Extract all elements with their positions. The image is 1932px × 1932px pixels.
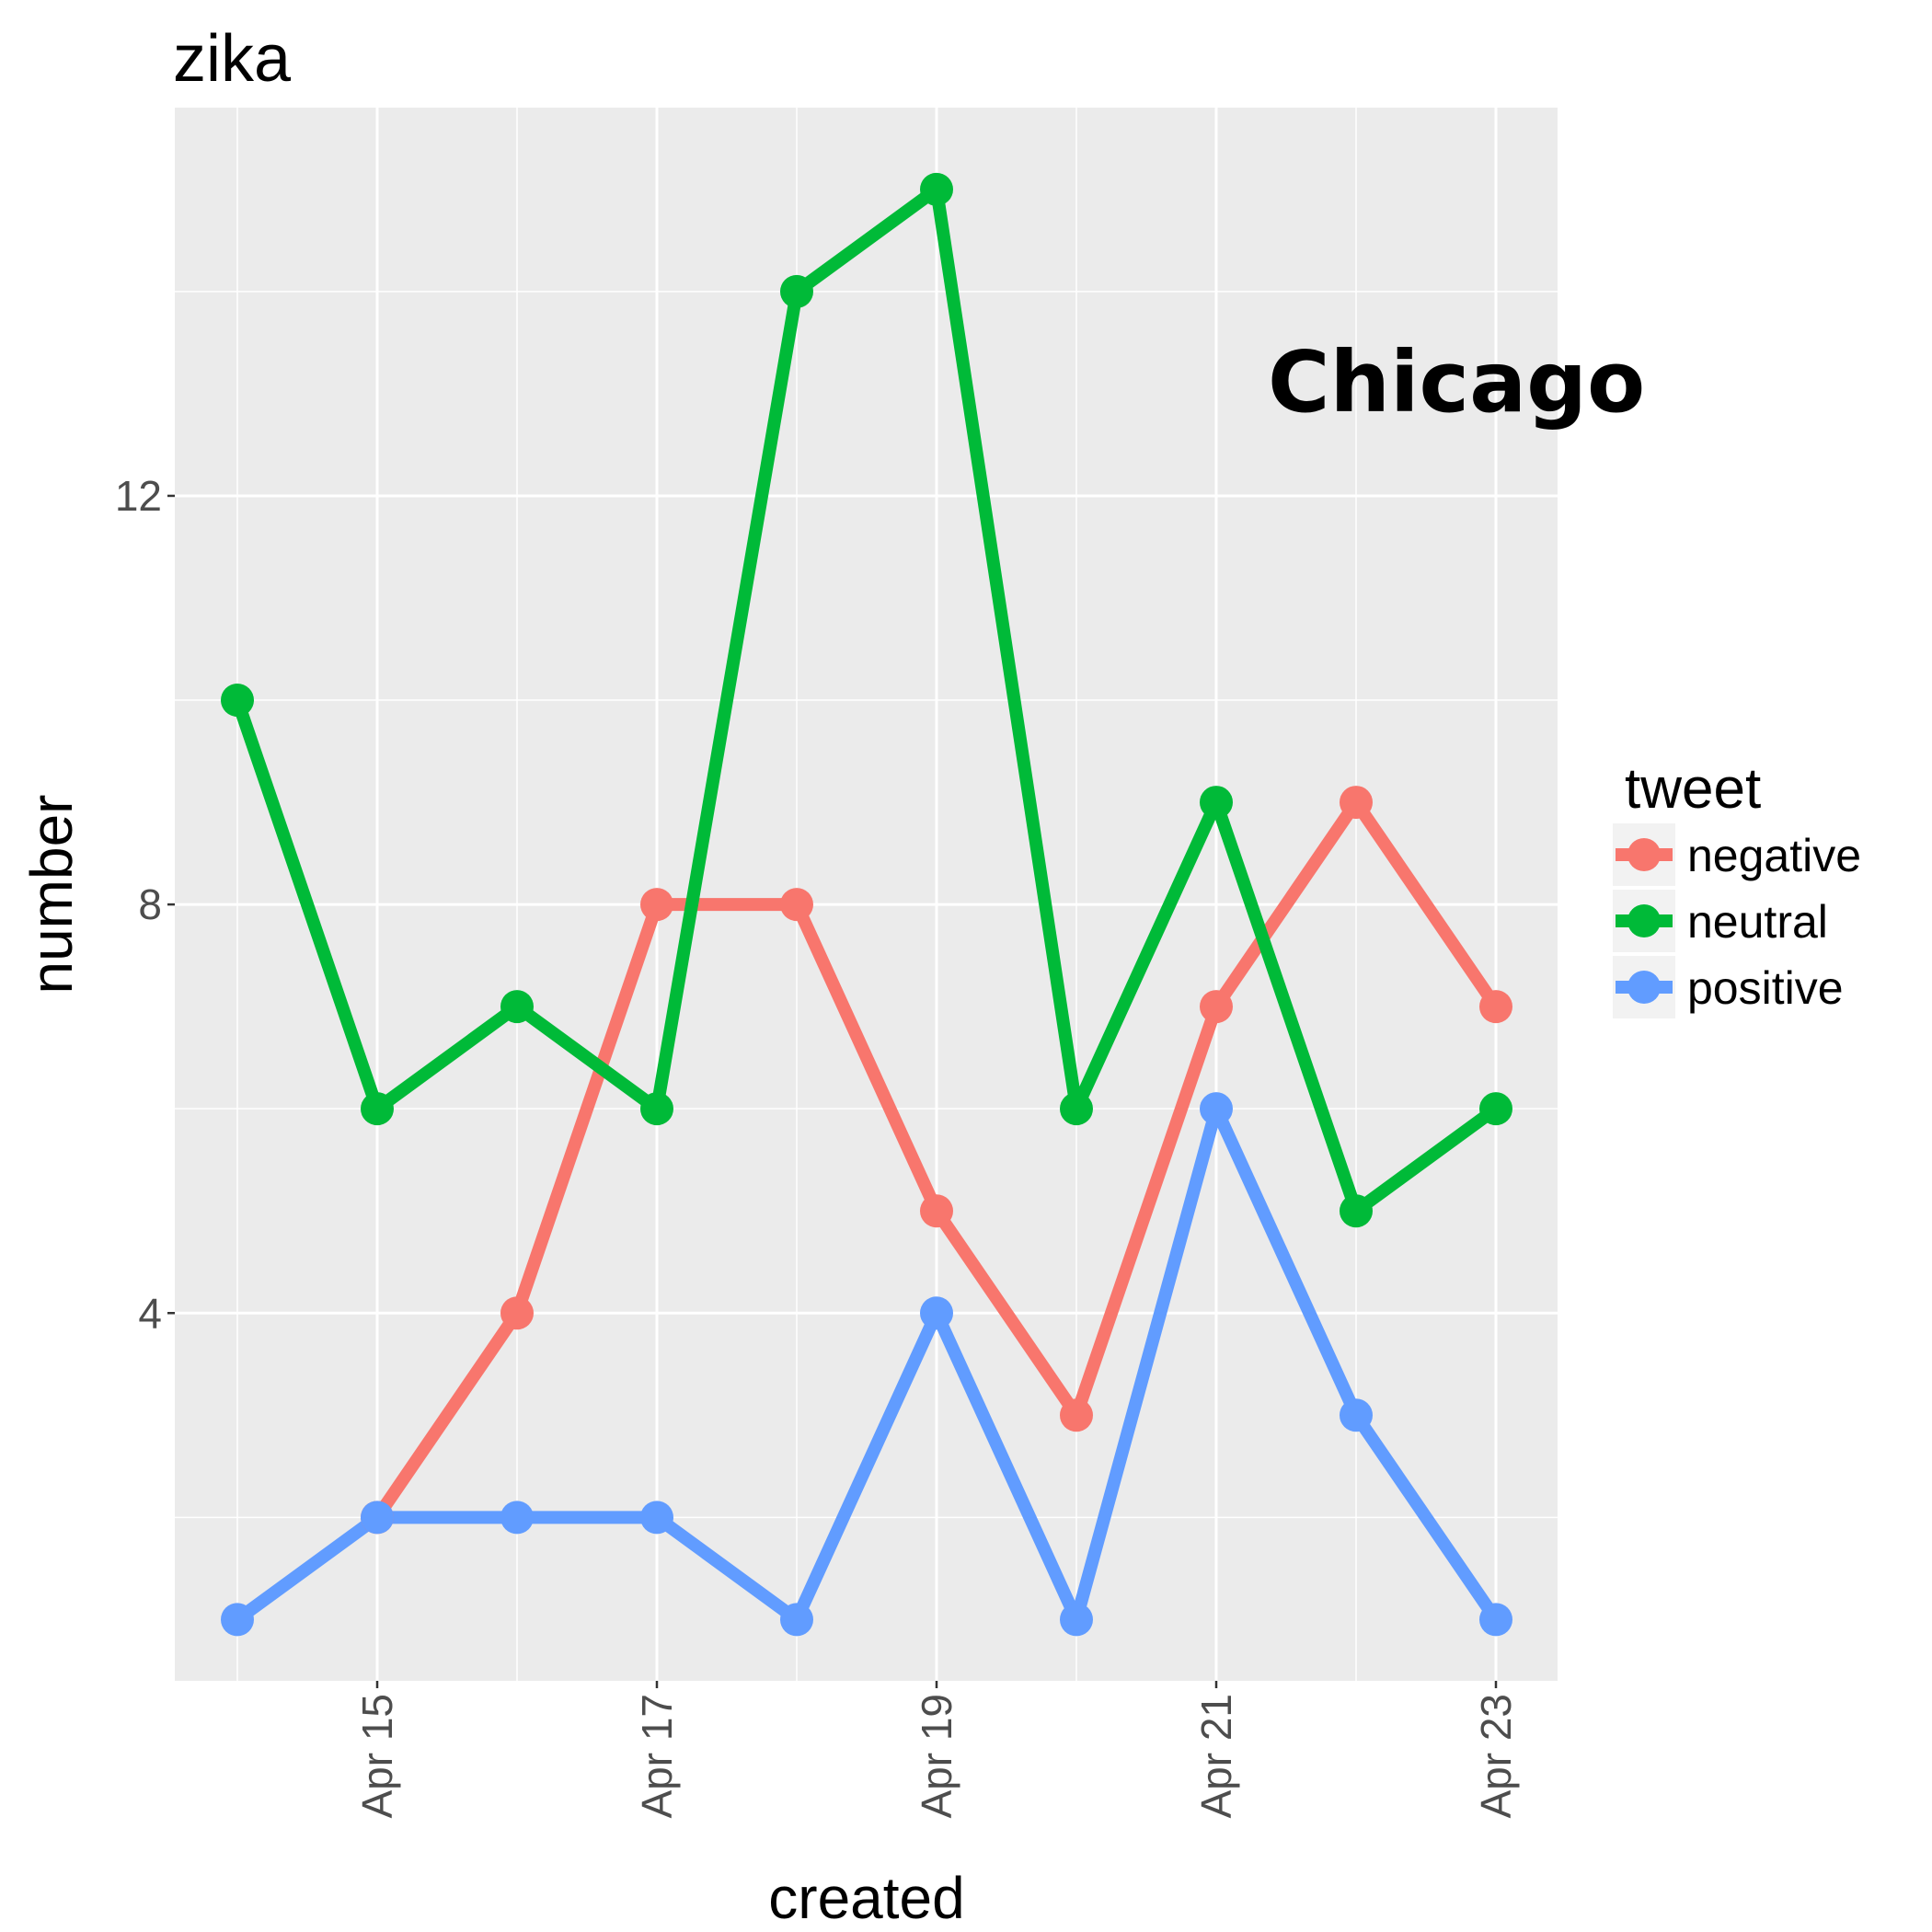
y-axis: 4 8 12 <box>115 472 175 1337</box>
data-point-negative <box>500 1296 534 1330</box>
legend-label-neutral: neutral <box>1687 896 1828 948</box>
plot-panel <box>175 108 1558 1681</box>
y-tick-label: 8 <box>138 880 162 928</box>
data-point-positive <box>920 1296 953 1330</box>
city-annotation: Chicago <box>1268 333 1645 431</box>
y-axis-title: number <box>18 795 85 995</box>
data-point-neutral <box>1479 1092 1512 1126</box>
legend-title: tweet <box>1625 757 1761 821</box>
data-point-positive <box>1479 1603 1512 1637</box>
x-axis-title: created <box>768 1865 964 1931</box>
data-point-neutral <box>1200 786 1233 820</box>
data-point-neutral <box>780 274 813 308</box>
data-point-neutral <box>920 172 953 206</box>
legend-key-point-positive <box>1627 971 1661 1004</box>
legend: tweet negative neutral positive <box>1613 757 1861 1018</box>
data-point-positive <box>500 1501 534 1535</box>
x-tick-label: Apr 17 <box>633 1694 681 1819</box>
legend-key-point-neutral <box>1627 904 1661 937</box>
data-point-positive <box>1200 1092 1233 1126</box>
x-tick-label: Apr 19 <box>913 1694 960 1819</box>
data-point-negative <box>1200 990 1233 1024</box>
data-point-neutral <box>1340 1194 1373 1228</box>
x-tick-label: Apr 23 <box>1472 1694 1520 1819</box>
chart-title: zika <box>173 22 292 96</box>
series-line-positive <box>233 1102 1501 1627</box>
data-point-negative <box>1060 1398 1093 1432</box>
data-point-positive <box>221 1603 254 1637</box>
x-tick-label: Apr 15 <box>353 1694 401 1819</box>
data-point-negative <box>1340 786 1373 820</box>
x-tick-label: Apr 21 <box>1192 1694 1240 1819</box>
data-point-positive <box>1340 1398 1373 1432</box>
data-point-neutral <box>1060 1092 1093 1126</box>
data-point-negative <box>780 888 813 922</box>
data-point-neutral <box>361 1092 394 1126</box>
data-point-negative <box>920 1194 953 1228</box>
legend-label-negative: negative <box>1687 830 1861 881</box>
data-point-positive <box>640 1501 673 1535</box>
legend-label-positive: positive <box>1687 962 1844 1014</box>
y-tick-label: 12 <box>115 472 162 520</box>
data-point-negative <box>1479 990 1512 1024</box>
data-point-positive <box>361 1501 394 1535</box>
x-axis: Apr 15 Apr 17 Apr 19 Apr 21 Apr 23 <box>353 1681 1520 1819</box>
data-point-neutral <box>221 684 254 718</box>
data-point-neutral <box>500 990 534 1024</box>
data-point-neutral <box>640 1092 673 1126</box>
series-points <box>221 172 1512 1637</box>
series-line-neutral <box>231 182 1501 1218</box>
legend-key-point-negative <box>1627 838 1661 871</box>
data-point-negative <box>640 888 673 922</box>
y-tick-label: 4 <box>138 1289 162 1337</box>
data-point-positive <box>1060 1603 1093 1637</box>
data-point-positive <box>780 1603 813 1637</box>
